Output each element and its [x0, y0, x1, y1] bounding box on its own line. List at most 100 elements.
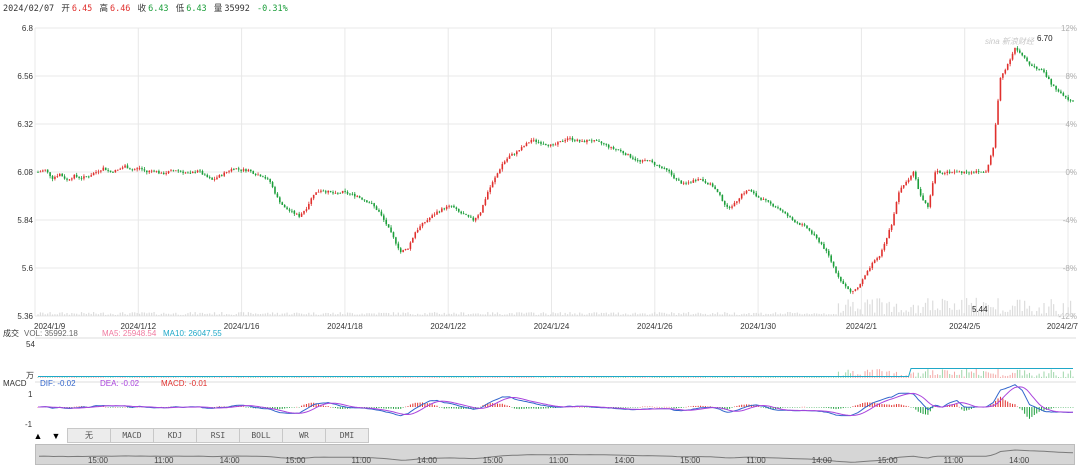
- macd-bar: [1033, 407, 1035, 416]
- macd-bar: [816, 407, 818, 408]
- volume-bar: [192, 377, 194, 378]
- arrow-up-icon[interactable]: ▲: [33, 430, 43, 441]
- volume-bar: [455, 376, 457, 378]
- volume-underlay-bar: [521, 312, 523, 316]
- volume-bar: [881, 371, 883, 378]
- volume-bar: [535, 377, 537, 378]
- volume-underlay-bar: [866, 299, 869, 316]
- candle-body: [315, 192, 317, 195]
- volume-bar: [1028, 372, 1030, 378]
- candle-body: [496, 173, 499, 178]
- macd-bar: [772, 407, 774, 410]
- candle-body: [424, 222, 426, 223]
- volume-bar: [359, 377, 361, 378]
- candle-body: [58, 173, 61, 177]
- tab-boll[interactable]: BOLL: [239, 428, 283, 443]
- tab-rsi[interactable]: RSI: [196, 428, 240, 443]
- volume-underlay-bar: [496, 312, 499, 316]
- candle-body: [728, 206, 731, 208]
- volume-underlay-bar: [80, 312, 83, 316]
- candle-body: [499, 169, 501, 174]
- volume-bar: [702, 377, 704, 378]
- volume-bar: [704, 376, 706, 378]
- volume-bar: [924, 371, 926, 378]
- macd-bar: [361, 407, 363, 408]
- volume-underlay-bar: [269, 314, 271, 316]
- volume-bar: [789, 376, 791, 378]
- dif-label: DIF: -0.02: [40, 379, 76, 388]
- tab-kdj[interactable]: KDJ: [153, 428, 197, 443]
- volume-bar: [1043, 371, 1045, 378]
- candle-body: [395, 237, 397, 244]
- macd-bar: [886, 404, 888, 407]
- x-axis-ticks: 2024/1/9 2024/1/12 2024/1/16 2024/1/18 2024/…: [34, 322, 1079, 331]
- macd-bar: [625, 407, 627, 408]
- macd-bar: [917, 407, 919, 412]
- price-chart[interactable]: 6.86.566.326.085.845.65.36 12%8%4%0%-4%-…: [0, 0, 1080, 428]
- volume-underlay-bar: [380, 313, 382, 316]
- macd-bar: [269, 407, 271, 408]
- volume-underlay-bar: [153, 312, 155, 316]
- volume-underlay-bar: [1062, 303, 1064, 316]
- volume-underlay-bar: [869, 304, 871, 316]
- volume-bar: [436, 376, 438, 378]
- macd-bar: [871, 402, 873, 407]
- candle-body: [963, 171, 965, 173]
- candle-body: [291, 210, 293, 212]
- time-navigator[interactable]: 15:00 11:00 14:00 15:00 11:00 14:00 15:00 11:00…: [35, 444, 1075, 465]
- candle-body: [366, 200, 368, 203]
- volume-bar: [337, 376, 339, 378]
- volume-underlay-bar: [421, 314, 424, 316]
- volume-underlay-bar: [1072, 313, 1074, 316]
- macd-bar: [893, 404, 895, 407]
- volume-underlay-bar: [1028, 305, 1031, 316]
- candle-body: [162, 172, 165, 175]
- volume-bar: [160, 376, 162, 378]
- volume-underlay-bar: [845, 304, 847, 316]
- volume-bar: [305, 377, 307, 378]
- macd-bar: [733, 406, 735, 408]
- volume-underlay-bar: [361, 313, 363, 316]
- volume-bar: [446, 377, 448, 378]
- candle-body: [574, 140, 576, 142]
- tab-wr[interactable]: WR: [282, 428, 326, 443]
- macd-bar: [501, 403, 503, 407]
- volume-underlay-bar: [970, 302, 973, 316]
- volume-bar: [511, 376, 513, 378]
- volume-underlay-bar: [675, 314, 678, 316]
- volume-underlay-bar: [782, 314, 784, 316]
- volume-bar: [903, 376, 905, 378]
- tab-dmi[interactable]: DMI: [325, 428, 369, 443]
- candle-body: [893, 213, 895, 226]
- volume-bar: [929, 375, 931, 378]
- macd-bar: [864, 402, 866, 407]
- macd-bar: [663, 406, 665, 408]
- candle-body: [687, 182, 690, 184]
- macd-bar: [731, 407, 733, 408]
- volume-underlay-bar: [949, 308, 951, 316]
- volume-underlay-bar: [811, 314, 813, 316]
- volume-underlay-bar: [554, 313, 557, 316]
- tab-macd[interactable]: MACD: [110, 428, 154, 443]
- volume-underlay-bar: [579, 312, 581, 316]
- volume-underlay-bar: [625, 313, 627, 316]
- macd-bar: [833, 407, 835, 409]
- macd-bar: [405, 406, 407, 408]
- candle-body: [583, 141, 586, 143]
- volume-bar: [233, 377, 235, 378]
- arrow-down-icon[interactable]: ▼: [51, 430, 61, 441]
- candle-body: [900, 187, 903, 193]
- macd-bar: [363, 407, 365, 408]
- macd-bar: [789, 407, 791, 408]
- tab-none[interactable]: 无: [67, 428, 111, 443]
- candle-body: [876, 258, 878, 261]
- volume-underlay-bar: [777, 314, 779, 316]
- volume-underlay-bar: [571, 314, 574, 316]
- volume-bar: [550, 377, 552, 378]
- candle-body: [740, 193, 743, 199]
- candle-body: [399, 248, 402, 253]
- macd-bar: [784, 407, 786, 408]
- volume-underlay-bar: [330, 314, 332, 316]
- macd-bar: [506, 405, 508, 407]
- volume-underlay-bar: [729, 314, 731, 316]
